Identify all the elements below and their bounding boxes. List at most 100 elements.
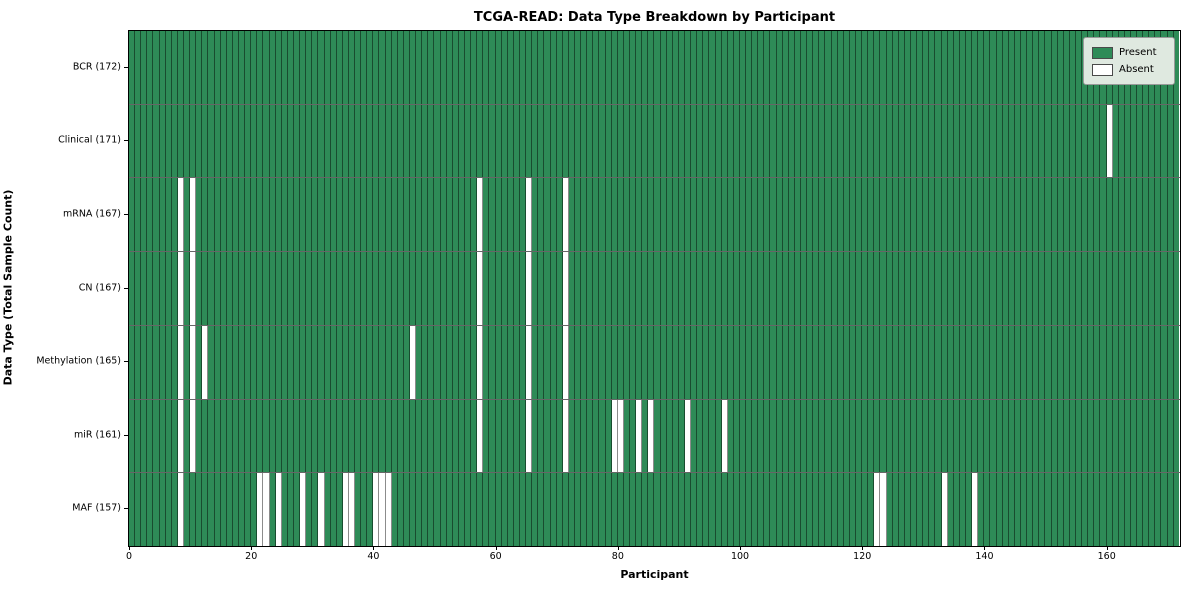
heatmap-cell-present (1045, 31, 1052, 104)
heatmap-cell-present (287, 252, 294, 325)
heatmap-cell-present (862, 325, 869, 399)
heatmap-cell-present (947, 178, 954, 252)
heatmap-cell-present (1094, 325, 1101, 399)
heatmap-cell-present (232, 31, 239, 104)
heatmap-cell-present (990, 473, 997, 547)
heatmap-cell-present (361, 473, 368, 547)
heatmap-cell-present (556, 473, 563, 547)
heatmap-cell-present (953, 104, 960, 178)
heatmap-cell-present (446, 399, 453, 473)
heatmap-cell-present (1057, 473, 1064, 547)
heatmap-cell-present (238, 31, 246, 104)
heatmap-cell-present (226, 473, 233, 547)
heatmap-cell-present (935, 178, 942, 252)
heatmap-cell-present (636, 252, 643, 325)
heatmap-cell-present (1137, 104, 1144, 178)
heatmap-cell-present (941, 104, 948, 178)
x-tick-mark (984, 546, 986, 550)
heatmap-cell-present (183, 325, 191, 399)
heatmap-cell-present (300, 399, 307, 473)
heatmap-cell-present (342, 252, 349, 325)
heatmap-cell-present (165, 252, 172, 325)
heatmap-cell-present (770, 104, 777, 178)
y-tick-mark (124, 434, 128, 436)
heatmap-cell-present (660, 325, 667, 399)
heatmap-cell-present (434, 325, 441, 399)
heatmap-cell-present (416, 325, 423, 399)
heatmap-cell-present (990, 399, 997, 473)
heatmap-cell-present (177, 31, 184, 104)
heatmap-cell-present (739, 399, 747, 473)
heatmap-cell-present (654, 31, 661, 104)
y-tick-label: BCR (172) (72, 61, 121, 73)
heatmap-cell-present (782, 104, 789, 178)
heatmap-cell-present (703, 31, 710, 104)
heatmap-cell-present (434, 178, 441, 252)
heatmap-cell-present (1112, 104, 1119, 178)
heatmap-cell-present (1045, 104, 1052, 178)
heatmap-cell-present (617, 252, 624, 325)
heatmap-cell-present (1082, 399, 1089, 473)
heatmap-cell-present (1173, 178, 1179, 252)
heatmap-cell-present (917, 178, 924, 252)
heatmap-cell-present (813, 325, 820, 399)
heatmap-cell-present (801, 325, 808, 399)
heatmap-cell-present (135, 252, 142, 325)
heatmap-cell-present (147, 473, 154, 547)
heatmap-cell-absent (385, 473, 392, 547)
heatmap-cell-present (953, 178, 960, 252)
heatmap-cell-present (568, 104, 575, 178)
heatmap-cell-present (501, 31, 508, 104)
heatmap-cell-present (550, 104, 557, 178)
heatmap-cell-present (257, 104, 264, 178)
heatmap-cell-present (770, 325, 777, 399)
heatmap-cell-present (196, 104, 203, 178)
heatmap-cell-present (617, 325, 624, 399)
heatmap-cell-present (862, 178, 869, 252)
heatmap-cell-present (1143, 104, 1150, 178)
heatmap-cell-present (391, 473, 398, 547)
heatmap-cell-present (300, 325, 307, 399)
heatmap-cell-present (758, 473, 765, 547)
heatmap-cell-present (1173, 252, 1179, 325)
heatmap-cell-present (996, 473, 1003, 547)
heatmap-cell-present (367, 104, 374, 178)
heatmap-cell-present (819, 473, 826, 547)
x-tick-label: 80 (611, 551, 624, 562)
heatmap-cell-present (1045, 399, 1052, 473)
heatmap-cell-present (348, 252, 356, 325)
heatmap-cell-present (507, 325, 514, 399)
heatmap-cell-present (532, 104, 539, 178)
heatmap-cell-present (532, 473, 539, 547)
heatmap-cell-present (238, 104, 246, 178)
heatmap-cell-present (703, 473, 710, 547)
heatmap-cell-present (959, 31, 966, 104)
heatmap-cell-present (856, 252, 863, 325)
heatmap-cell-present (544, 399, 551, 473)
heatmap-cell-present (684, 325, 692, 399)
heatmap-cell-present (947, 104, 954, 178)
heatmap-cell-present (190, 31, 197, 104)
heatmap-cell-present (1173, 31, 1179, 104)
heatmap-cell-present (1063, 178, 1070, 252)
heatmap-cell-present (544, 325, 551, 399)
heatmap-cell-present (856, 325, 863, 399)
heatmap-cell-present (660, 104, 667, 178)
heatmap-cell-present (452, 252, 459, 325)
heatmap-cell-present (1161, 252, 1168, 325)
heatmap-cell-present (904, 473, 911, 547)
heatmap-cell-present (697, 104, 704, 178)
heatmap-cell-present (1020, 252, 1028, 325)
heatmap-cell-present (300, 104, 307, 178)
y-tick-label: mRNA (167) (62, 208, 121, 220)
heatmap-cell-present (385, 252, 392, 325)
heatmap-cell-present (611, 104, 618, 178)
heatmap-cell-present (422, 178, 429, 252)
heatmap-cell-present (257, 399, 264, 473)
heatmap-cell-present (697, 31, 704, 104)
heatmap-cell-present (269, 473, 276, 547)
heatmap-cell-present (752, 178, 759, 252)
heatmap-cell-absent (342, 473, 349, 547)
heatmap-cell-absent (177, 325, 184, 399)
heatmap-cell-present (1045, 325, 1052, 399)
